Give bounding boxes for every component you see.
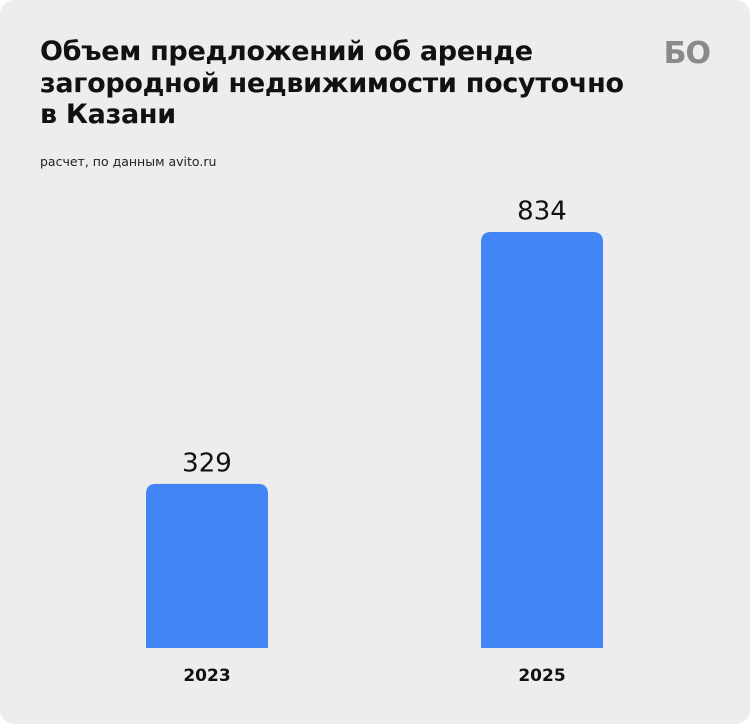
- value-label: 834: [517, 197, 567, 227]
- value-label: 329: [182, 448, 232, 478]
- logo: БО: [663, 36, 711, 71]
- x-tick-label: 2023: [183, 666, 230, 686]
- bar: [481, 232, 603, 648]
- x-tick-label: 2025: [518, 666, 565, 686]
- chart-subtitle: расчет, по данным avito.ru: [40, 154, 217, 169]
- chart-title: Объем предложений об аренде загородной н…: [40, 36, 624, 130]
- bar: [146, 483, 268, 648]
